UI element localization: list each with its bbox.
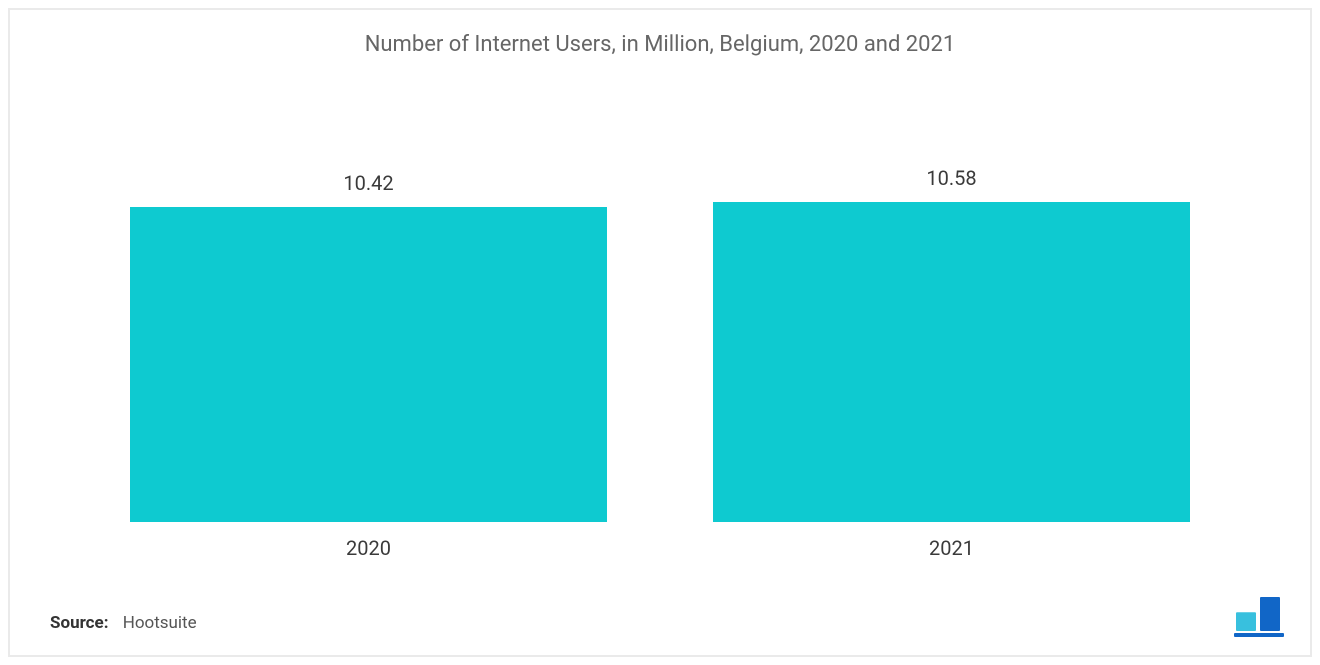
bar-category-label: 2021	[929, 536, 974, 560]
source-footer: Source: Hootsuite	[50, 613, 197, 633]
source-label: Source:	[50, 613, 108, 633]
bar-category-label: 2020	[346, 536, 391, 560]
brand-logo-icon	[1232, 597, 1286, 637]
bar-2021	[713, 202, 1190, 522]
bar-value-label: 10.42	[343, 171, 393, 195]
chart-frame: Number of Internet Users, in Million, Be…	[8, 8, 1312, 657]
bar-2020	[130, 207, 607, 522]
chart-plot-area: 10.42 2020 10.58 2021	[130, 160, 1190, 560]
source-value: Hootsuite	[123, 613, 197, 633]
bar-value-label: 10.58	[926, 166, 976, 190]
chart-title: Number of Internet Users, in Million, Be…	[10, 10, 1310, 57]
bar-group-2020: 10.42 2020	[130, 171, 607, 560]
bar-group-2021: 10.58 2021	[713, 166, 1190, 560]
